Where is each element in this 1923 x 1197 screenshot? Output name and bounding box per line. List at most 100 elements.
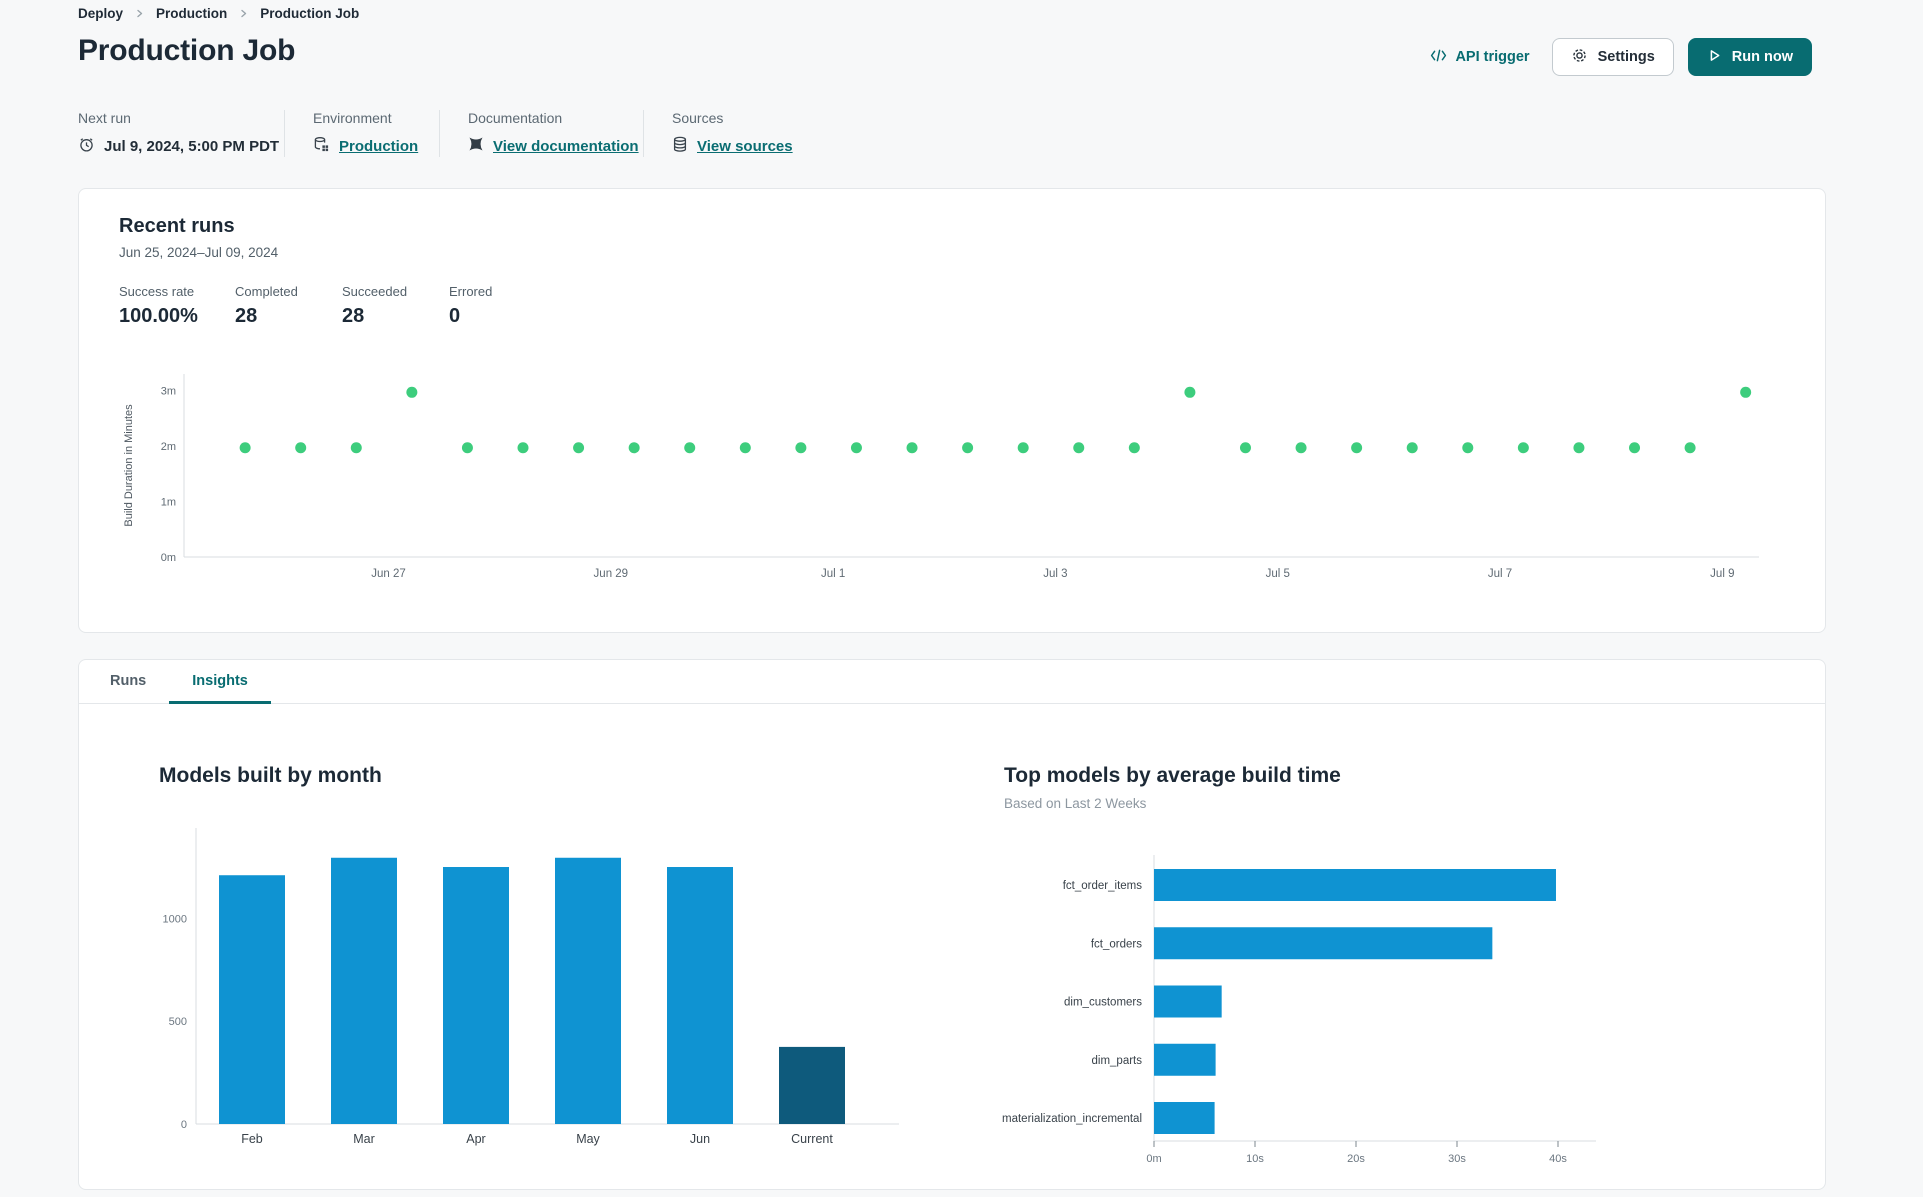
svg-text:Feb: Feb: [241, 1132, 263, 1146]
top-models-header: Top models by average build time Based o…: [1004, 764, 1341, 811]
build-duration-scatter-svg: 0m 1m 2m 3m Jun 27 Jun 29 Jul 1 Jul 3 Jul 5 Jul 7…: [123, 374, 1759, 580]
top-models-chart: 0m 10s 20s 30s 40s fct_order_items fct_orders d…: [779, 820, 1679, 1175]
environment-link[interactable]: Production: [339, 138, 419, 155]
environment-label: Environment: [313, 110, 392, 126]
stat-success-rate: Success rate 100.00%: [119, 284, 198, 327]
tab-runs[interactable]: Runs: [110, 672, 147, 689]
svg-text:Mar: Mar: [353, 1132, 375, 1146]
model-bar-fct_orders: [1154, 927, 1493, 960]
breadcrumb-production[interactable]: Production: [156, 6, 228, 21]
recent-runs-title: Recent runs: [119, 215, 235, 237]
scatter-point: [906, 442, 918, 454]
scatter-point: [1351, 442, 1363, 454]
month-bar-may: [555, 857, 621, 1124]
month-bar-feb: [219, 875, 285, 1124]
svg-text:20s: 20s: [1347, 1153, 1365, 1165]
model-bar-fct_order_items: [1154, 869, 1556, 901]
gear-icon: [1571, 47, 1588, 68]
scatter-point: [239, 442, 251, 454]
svg-text:Jun: Jun: [690, 1132, 710, 1146]
svg-text:Jun 29: Jun 29: [594, 568, 629, 580]
breadcrumb-deploy[interactable]: Deploy: [78, 6, 124, 21]
build-duration-chart: 0m 1m 2m 3m Jun 27 Jun 29 Jul 1 Jul 3 Jul 5 Jul 7…: [119, 361, 1787, 601]
info-sources: Sources View sources: [643, 110, 793, 157]
stat-errored: Errored 0: [449, 284, 493, 327]
breadcrumb: Deploy Production Production Job: [78, 6, 359, 21]
model-bar-materialization_incremental: [1154, 1102, 1215, 1134]
scatter-point: [1684, 442, 1696, 454]
tab-insights[interactable]: Insights: [169, 660, 271, 704]
scatter-point: [962, 442, 974, 454]
recent-runs-card: Recent runs Jun 25, 2024–Jul 09, 2024 Su…: [78, 188, 1826, 633]
model-bar-dim_customers: [1154, 985, 1222, 1018]
tab-bar: Runs Insights: [79, 660, 1825, 704]
models-by-month-title: Models built by month: [159, 764, 382, 787]
view-documentation-link[interactable]: View documentation: [493, 137, 639, 155]
models-by-month-header: Models built by month: [159, 764, 382, 788]
svg-text:Current: Current: [791, 1132, 833, 1146]
run-now-button[interactable]: Run now: [1687, 38, 1812, 76]
svg-text:0m: 0m: [161, 552, 176, 564]
svg-text:500: 500: [169, 1016, 187, 1028]
breadcrumb-production-job: Production Job: [260, 6, 360, 21]
svg-text:fct_order_items: fct_order_items: [1063, 880, 1143, 892]
scatter-point: [1017, 442, 1029, 454]
svg-text:1000: 1000: [163, 913, 187, 925]
svg-text:1m: 1m: [161, 497, 176, 509]
page-title: Production Job: [78, 34, 296, 67]
svg-text:0m: 0m: [1146, 1153, 1161, 1165]
svg-text:3m: 3m: [161, 386, 176, 398]
month-bar-jun: [667, 867, 733, 1124]
scatter-point: [1128, 442, 1140, 454]
svg-text:Jul 7: Jul 7: [1488, 568, 1512, 580]
scatter-point: [406, 386, 418, 398]
header-actions: API trigger Settings Run now: [1430, 38, 1812, 76]
model-bar-dim_parts: [1154, 1043, 1216, 1076]
scatter-point: [295, 442, 307, 454]
models-by-month-bar-svg: 0 500 1000 Feb Mar Apr May Jun Current: [163, 828, 899, 1146]
scatter-point: [1406, 442, 1418, 454]
job-detail-card: Runs Insights Models built by month Top …: [78, 659, 1826, 1190]
scatter-point: [1295, 442, 1307, 454]
play-icon: [1707, 48, 1722, 67]
scatter-point: [461, 442, 473, 454]
scatter-point: [1517, 442, 1529, 454]
svg-text:30s: 30s: [1448, 1153, 1466, 1165]
settings-button[interactable]: Settings: [1551, 38, 1674, 76]
chevron-right-icon: [134, 8, 145, 19]
insights-panel: Models built by month Top models by aver…: [79, 704, 1825, 1190]
svg-text:dim_customers: dim_customers: [1064, 997, 1142, 1009]
view-sources-link[interactable]: View sources: [697, 138, 793, 155]
scatter-point: [1184, 386, 1196, 398]
scatter-point: [1462, 442, 1474, 454]
database-grid-icon: [313, 136, 330, 157]
stat-completed: Completed 28: [235, 284, 298, 327]
job-info-row: Next run Jul 9, 2024, 5:00 PM PDT Enviro…: [78, 110, 793, 157]
scatter-point: [739, 442, 751, 454]
top-models-hbar-svg: 0m 10s 20s 30s 40s fct_order_items fct_ordersd…: [1002, 855, 1596, 1165]
alarm-clock-icon: [78, 136, 95, 157]
svg-text:10s: 10s: [1246, 1153, 1264, 1165]
svg-text:fct_orders: fct_orders: [1091, 938, 1142, 950]
api-trigger-link[interactable]: API trigger: [1430, 49, 1530, 66]
models-by-month-chart: 0 500 1000 Feb Mar Apr May Jun Current: [159, 820, 919, 1165]
database-stack-icon: [672, 136, 688, 157]
svg-text:materialization_incremental: materialization_incremental: [1002, 1113, 1142, 1125]
svg-text:Jul 3: Jul 3: [1043, 568, 1067, 580]
scatter-point: [795, 442, 807, 454]
scatter-point: [1629, 442, 1641, 454]
recent-runs-stats: Success rate 100.00% Completed 28 Succee…: [119, 284, 1785, 328]
svg-text:Jul 9: Jul 9: [1710, 568, 1734, 580]
documentation-label: Documentation: [468, 110, 563, 126]
month-bar-current: [779, 1046, 845, 1124]
svg-text:Jun 27: Jun 27: [371, 568, 406, 580]
top-models-title: Top models by average build time: [1004, 764, 1341, 787]
scatter-point: [1573, 442, 1585, 454]
svg-text:Jul 5: Jul 5: [1266, 568, 1290, 580]
scatter-point: [628, 442, 640, 454]
scatter-point: [1073, 442, 1085, 454]
recent-runs-date-range: Jun 25, 2024–Jul 09, 2024: [119, 245, 279, 260]
month-bar-mar: [331, 857, 397, 1124]
scatter-point: [350, 442, 362, 454]
